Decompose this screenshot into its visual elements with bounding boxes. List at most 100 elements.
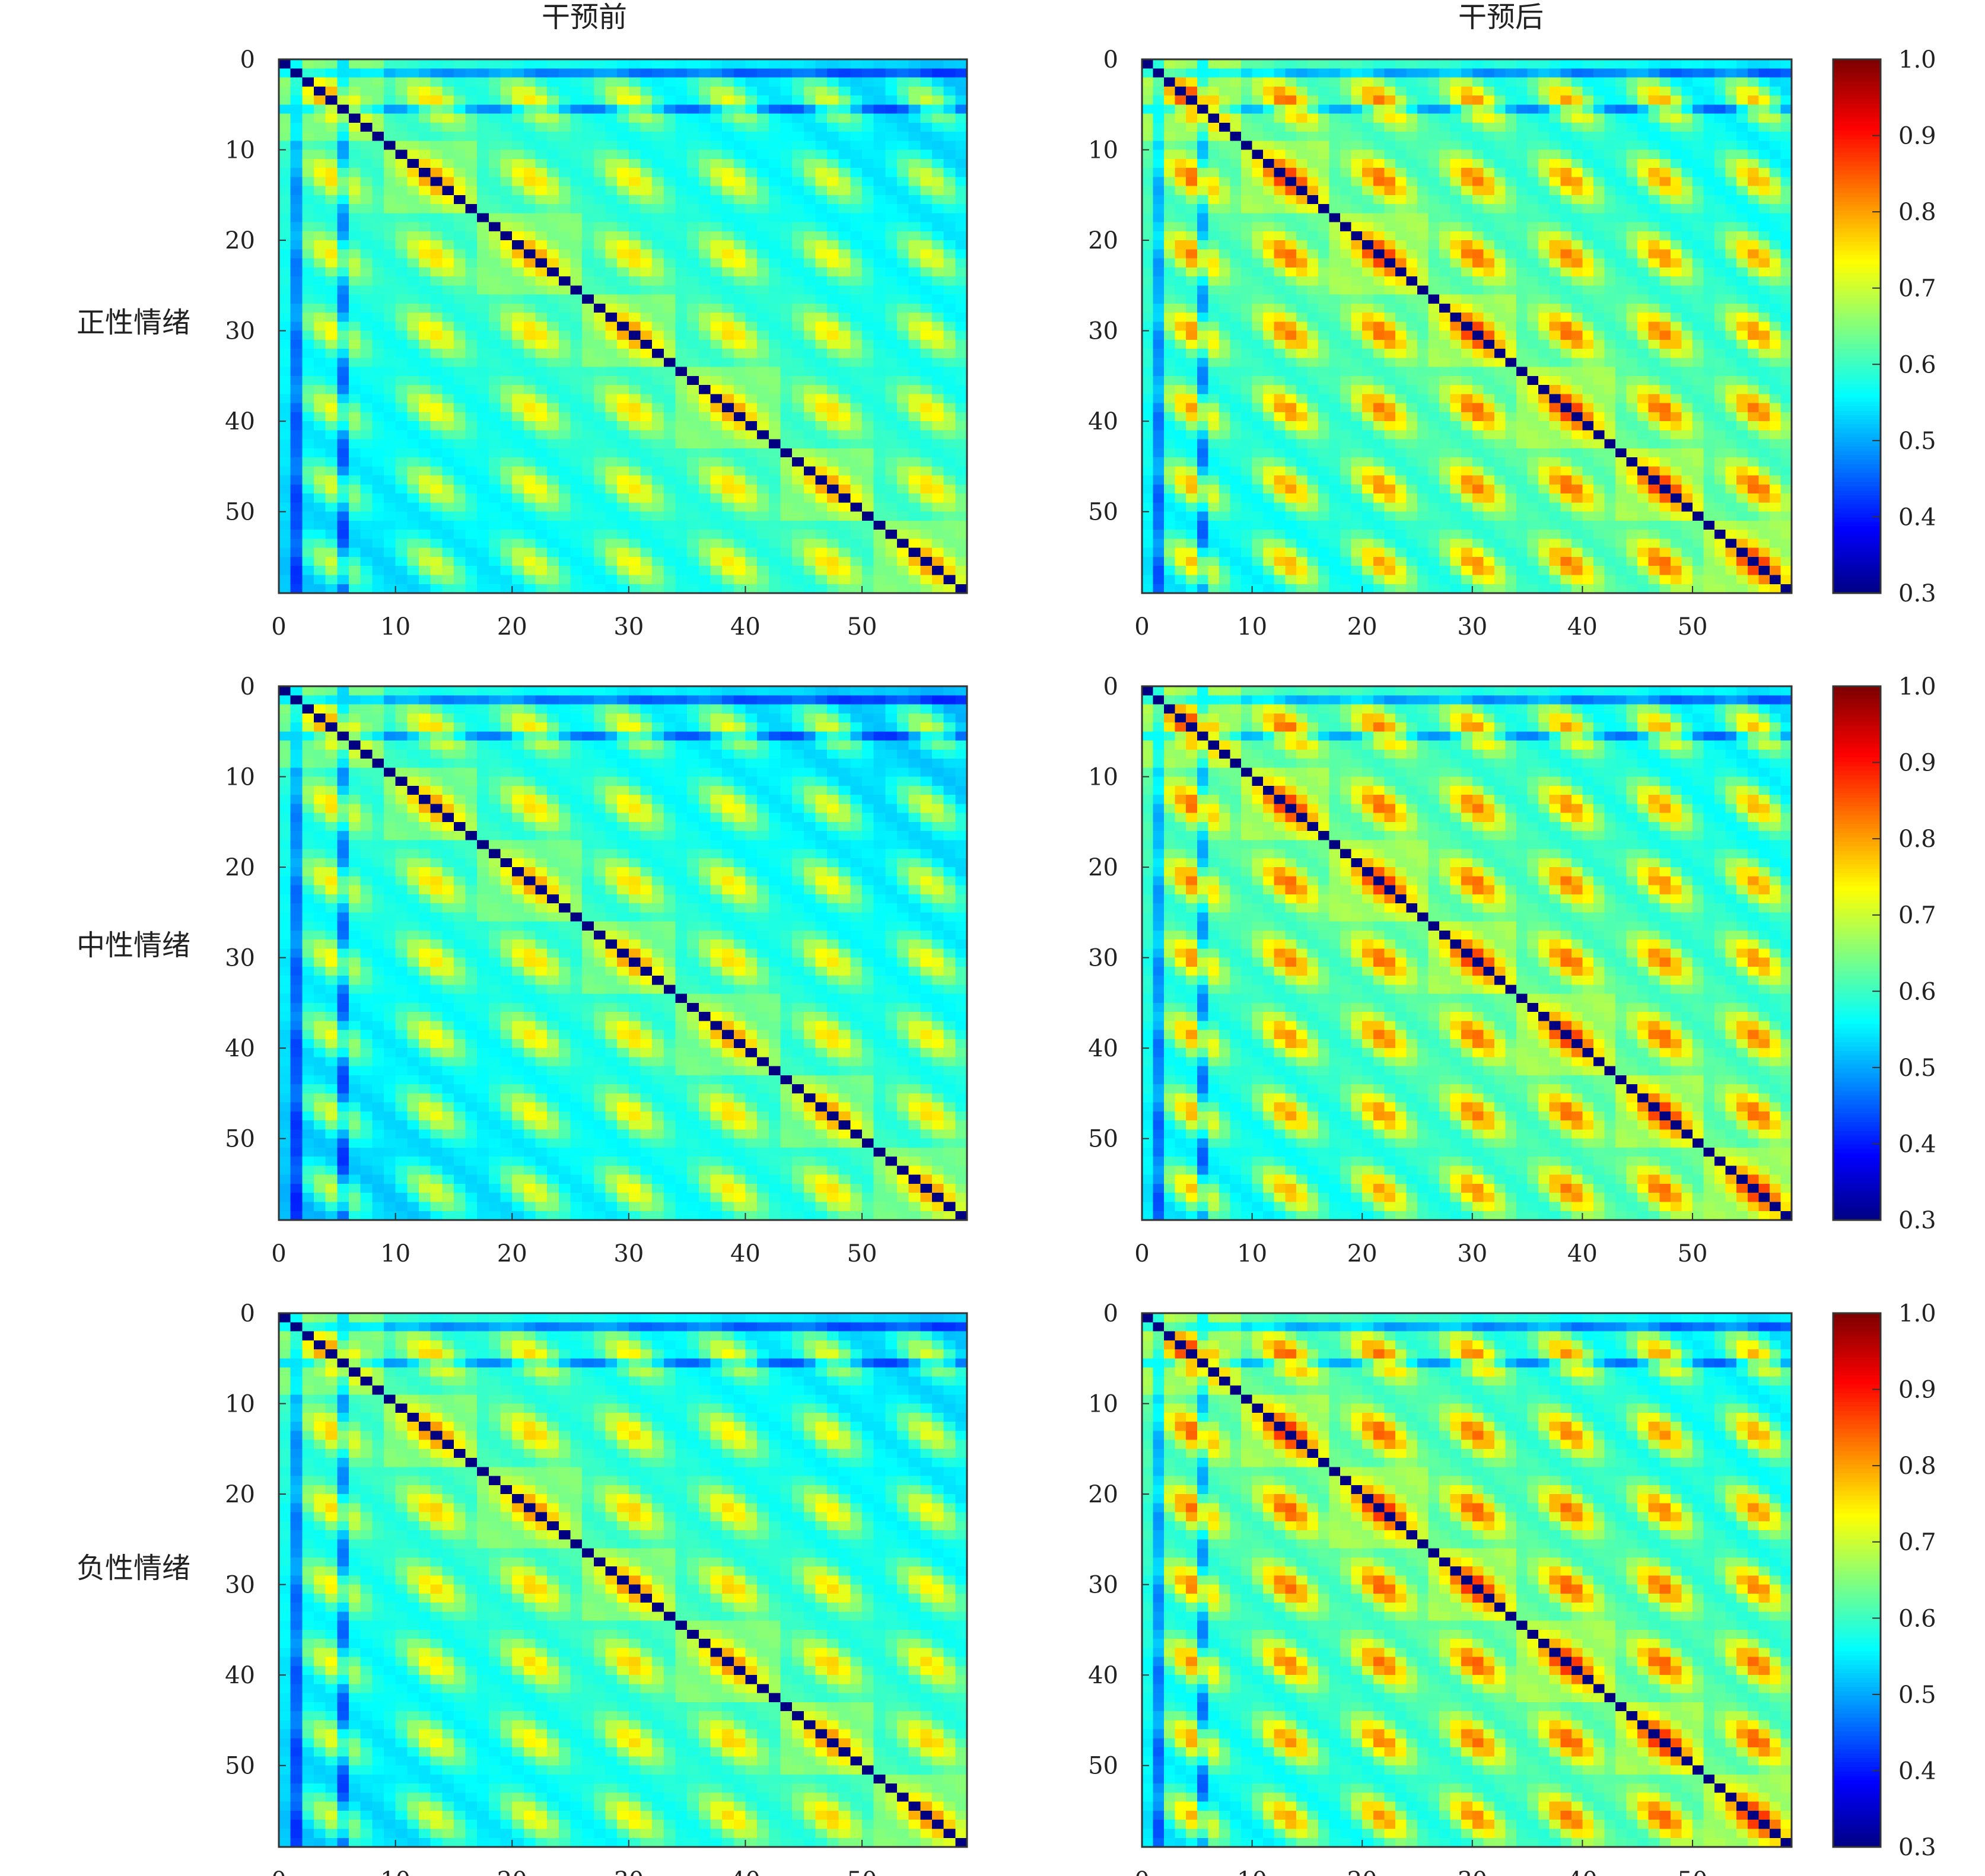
heatmap-cell — [291, 159, 303, 168]
heatmap-cell — [372, 249, 384, 259]
heatmap-cell — [827, 68, 839, 78]
heatmap-cell — [944, 231, 956, 241]
heatmap-cell — [536, 87, 548, 96]
heatmap-cell — [547, 240, 559, 250]
heatmap-cell — [291, 177, 303, 186]
heatmap-cell — [920, 213, 932, 222]
heatmap-cell — [606, 59, 618, 69]
heatmap-cell — [606, 231, 618, 241]
heatmap-cell — [384, 150, 396, 160]
heatmap-cell — [512, 68, 524, 78]
heatmap-cell — [279, 231, 291, 241]
heatmap-cell — [361, 87, 373, 96]
heatmap-cell — [885, 240, 897, 250]
heatmap-cell — [594, 313, 606, 322]
heatmap-cell — [792, 87, 804, 96]
heatmap-cell — [920, 132, 932, 141]
heatmap-cell — [722, 78, 734, 87]
heatmap-cell — [384, 240, 396, 250]
heatmap-cell — [874, 267, 886, 277]
heatmap-cell — [431, 95, 443, 105]
heatmap-cell — [827, 168, 839, 177]
heatmap-cell — [874, 78, 886, 87]
heatmap-cell — [804, 177, 816, 186]
heatmap-cell — [396, 204, 408, 214]
heatmap-cell — [909, 59, 921, 69]
heatmap-cell — [582, 159, 594, 168]
heatmap-cell — [314, 276, 326, 286]
heatmap-cell — [431, 168, 443, 177]
heatmap-cell — [606, 150, 618, 160]
column-title-after: 干预后 — [1458, 1, 1544, 34]
heatmap-cell — [466, 141, 478, 150]
heatmap-cell — [431, 159, 443, 168]
heatmap-cell — [839, 78, 851, 87]
heatmap-cell — [804, 87, 816, 96]
heatmap-cell — [501, 141, 513, 150]
heatmap-cell — [839, 123, 851, 132]
heatmap-cell — [640, 141, 652, 150]
heatmap-cell — [804, 249, 816, 259]
heatmap-cell — [512, 78, 524, 87]
heatmap-cell — [454, 59, 466, 69]
heatmap-cell — [897, 222, 909, 232]
heatmap-cell — [734, 95, 746, 105]
heatmap-cell — [874, 295, 886, 304]
heatmap-cell — [640, 285, 652, 295]
heatmap-cell — [839, 177, 851, 186]
heatmap-cell — [349, 95, 361, 105]
heatmap-cell — [839, 331, 851, 340]
heatmap-cell — [652, 295, 664, 304]
heatmap-cell — [279, 295, 291, 304]
heatmap-cell — [314, 259, 326, 268]
heatmap-cell — [349, 159, 361, 168]
heatmap-cell — [302, 159, 314, 168]
heatmap-cell — [640, 177, 652, 186]
heatmap-cell — [955, 95, 967, 105]
heatmap-cell — [815, 295, 827, 304]
heatmap-cell — [955, 285, 967, 295]
heatmap-cell — [955, 259, 967, 268]
heatmap-cell — [314, 222, 326, 232]
heatmap-cell — [547, 331, 559, 340]
heatmap-cell — [606, 68, 618, 78]
heatmap-cell — [827, 331, 839, 340]
heatmap-cell — [839, 231, 851, 241]
heatmap-cell — [687, 195, 699, 205]
heatmap-cell — [326, 321, 338, 331]
heatmap-cell — [512, 231, 524, 241]
heatmap-cell — [279, 331, 291, 340]
heatmap-cell — [431, 259, 443, 268]
heatmap-cell — [326, 132, 338, 141]
heatmap-cell — [780, 231, 792, 241]
heatmap-cell — [920, 249, 932, 259]
heatmap-cell — [326, 159, 338, 168]
heatmap-cell — [664, 87, 676, 96]
heatmap-cell — [582, 331, 594, 340]
heatmap-cell — [431, 231, 443, 241]
heatmap-cell — [815, 304, 827, 313]
heatmap-cell — [664, 123, 676, 132]
heatmap-cell — [675, 132, 687, 141]
heatmap-cell — [827, 285, 839, 295]
heatmap-cell — [396, 95, 408, 105]
heatmap-cell — [396, 213, 408, 222]
heatmap-cell — [489, 204, 501, 214]
heatmap-cell — [710, 123, 722, 132]
heatmap-cell — [757, 222, 769, 232]
heatmap-cell — [722, 240, 734, 250]
heatmap-cell — [675, 267, 687, 277]
heatmap-cell — [489, 114, 501, 123]
heatmap-cell — [815, 78, 827, 87]
heatmap-cell — [710, 259, 722, 268]
heatmap-cell — [652, 204, 664, 214]
heatmap-cell — [489, 321, 501, 331]
heatmap-cell — [640, 240, 652, 250]
heatmap-cell — [349, 186, 361, 196]
heatmap-cell — [361, 267, 373, 277]
heatmap-cell — [734, 195, 746, 205]
heatmap-cell — [349, 231, 361, 241]
heatmap-cell — [909, 177, 921, 186]
heatmap-cell — [419, 195, 431, 205]
heatmap-cell — [466, 231, 478, 241]
